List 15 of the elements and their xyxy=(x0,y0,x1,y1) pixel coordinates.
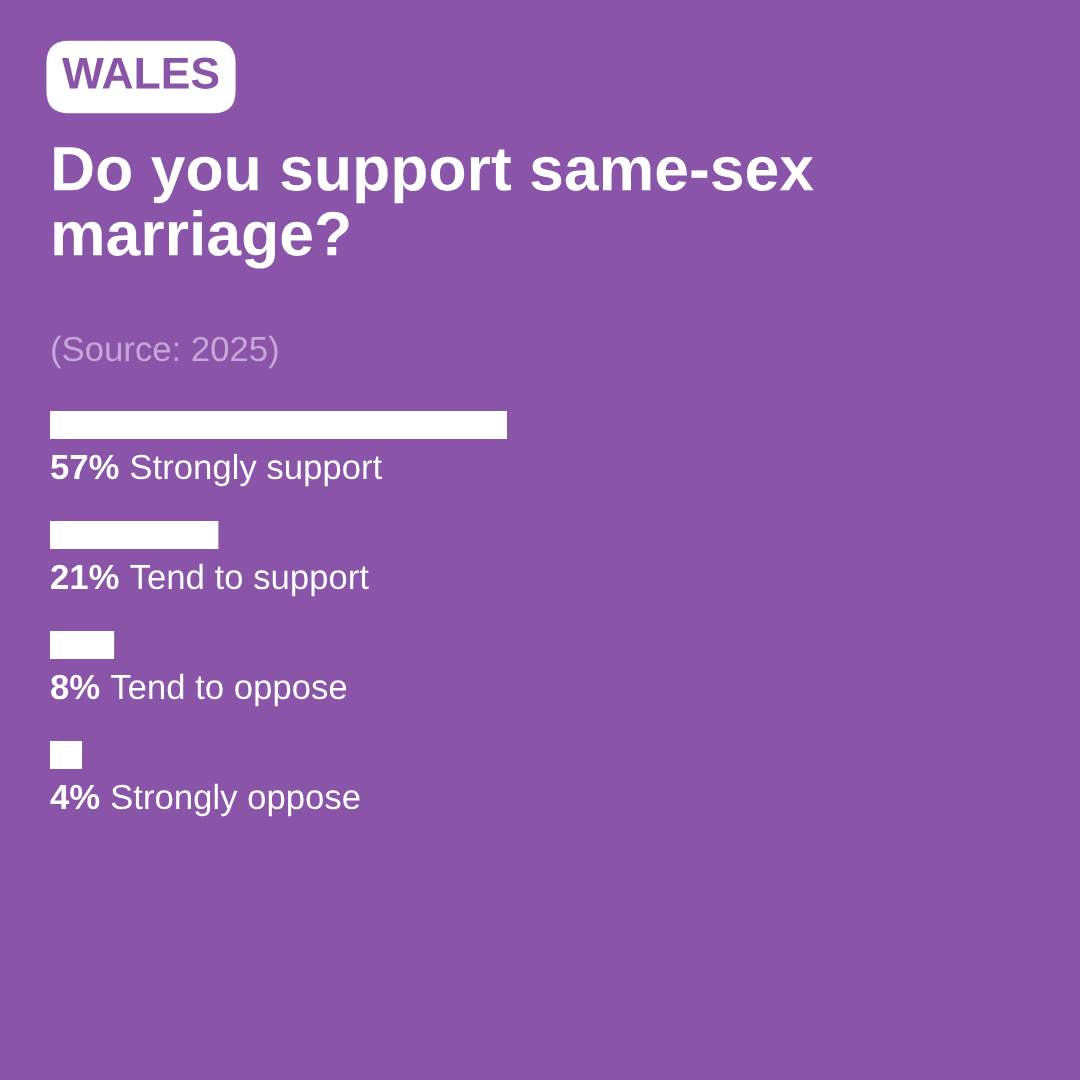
bar xyxy=(50,631,115,660)
data-label: 8% xyxy=(51,674,100,700)
bar xyxy=(50,410,507,439)
data-label: 57% xyxy=(51,454,119,480)
y-tick-label: Tend to oppose xyxy=(111,673,347,707)
chart-subtitle: WALES xyxy=(62,57,219,89)
y-tick-label: Strongly support xyxy=(130,453,382,487)
y-tick-label: Tend to support xyxy=(130,563,369,597)
text: (Source: 2025) xyxy=(52,335,278,369)
data-label: 21% xyxy=(51,564,119,590)
bar xyxy=(50,741,83,770)
bar xyxy=(50,521,219,549)
chart-title: Do you support same-sex marriage? xyxy=(54,147,814,269)
data-label: 4% xyxy=(50,784,100,810)
y-tick-label: Strongly oppose xyxy=(111,783,360,817)
